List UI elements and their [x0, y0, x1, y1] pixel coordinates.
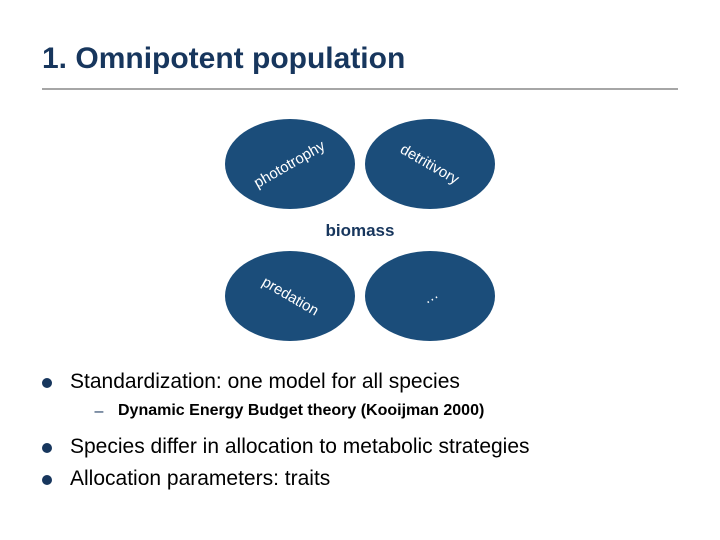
slide: 1. Omnipotent population phototrophy det… — [0, 0, 720, 540]
sub-bullet-text: Dynamic Energy Budget theory (Kooijman 2… — [118, 402, 484, 420]
bullet-item: Standardization: one model for all speci… — [42, 370, 678, 394]
bullet-text: Standardization: one model for all speci… — [70, 370, 460, 394]
petal-ellipsis: … — [365, 251, 495, 341]
bullet-item: Allocation parameters: traits — [42, 467, 678, 491]
petal-detritivory: detritivory — [365, 119, 495, 209]
bullet-list: Standardization: one model for all speci… — [42, 370, 678, 499]
petal-label: predation — [259, 273, 322, 319]
biomass-diagram: phototrophy detritivory predation … biom… — [195, 115, 525, 345]
title-divider — [42, 88, 678, 90]
bullet-text: Allocation parameters: traits — [70, 467, 330, 491]
bullet-text: Species differ in allocation to metaboli… — [70, 435, 530, 459]
petal-label: … — [419, 285, 440, 307]
bullet-dot-icon — [42, 378, 52, 388]
petal-label: phototrophy — [251, 137, 328, 191]
bullet-item: Species differ in allocation to metaboli… — [42, 435, 678, 459]
diagram-center-label: biomass — [283, 215, 437, 247]
petal-predation: predation — [225, 251, 355, 341]
slide-title: 1. Omnipotent population — [42, 42, 405, 76]
petal-phototrophy: phototrophy — [225, 119, 355, 209]
petal-label: detritivory — [398, 140, 463, 187]
bullet-dot-icon — [42, 475, 52, 485]
bullet-dash-icon: – — [94, 403, 104, 421]
sub-bullet-item: – Dynamic Energy Budget theory (Kooijman… — [94, 402, 678, 421]
bullet-dot-icon — [42, 443, 52, 453]
